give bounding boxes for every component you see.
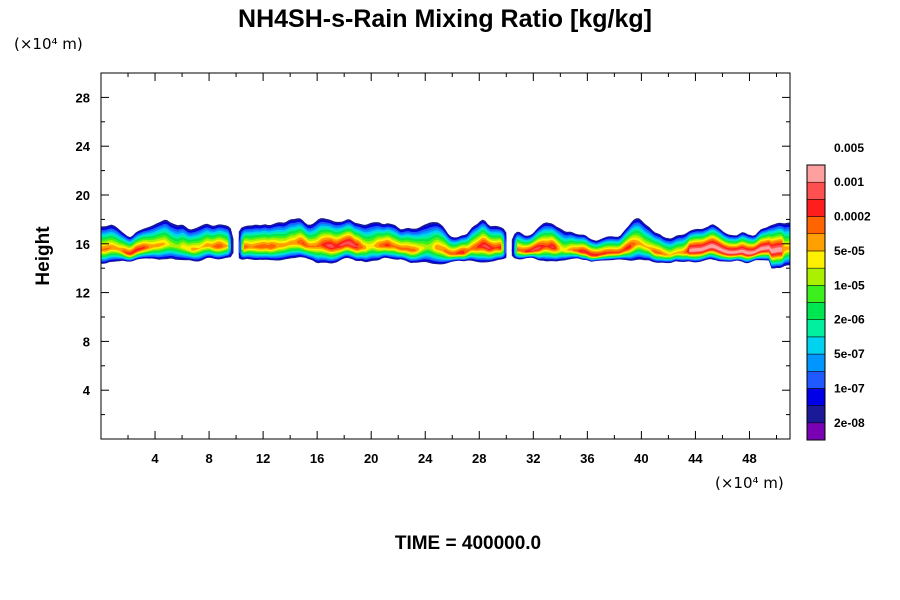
x-tick-label: 24: [418, 451, 433, 466]
colorbar-swatch: [806, 233, 826, 252]
colorbar-label: 0.001: [834, 175, 864, 189]
y-unit-label: (×10⁴ m): [14, 35, 83, 53]
colorbar-swatch: [806, 164, 826, 183]
cloud-layer: [101, 218, 790, 269]
x-tick-label: 8: [205, 451, 212, 466]
colorbar-swatch: [806, 336, 826, 355]
colorbar-swatch: [806, 319, 826, 338]
time-label: TIME = 400000.0: [395, 533, 541, 554]
colorbar-label: 0.0002: [834, 210, 871, 224]
contour-band: [244, 244, 276, 249]
contour-band: [212, 243, 223, 249]
x-tick-label: 36: [580, 451, 594, 466]
contour-band: [339, 241, 359, 248]
contour-band: [530, 247, 541, 251]
colorbar-label: 1e-07: [834, 381, 865, 395]
contour-band: [326, 244, 335, 248]
x-tick-label: 48: [742, 451, 756, 466]
x-tick-label: 12: [256, 451, 270, 466]
colorbar-swatch: [806, 302, 826, 320]
colorbar-swatch: [806, 422, 826, 441]
colorbar-swatch: [806, 405, 826, 424]
colorbar-swatch: [806, 371, 826, 389]
colorbar-swatch: [806, 216, 826, 234]
colorbar-frame: [806, 164, 826, 441]
contour-band: [101, 242, 165, 256]
contour-band: [689, 244, 783, 255]
y-axis-label: Height: [33, 226, 54, 286]
contour-band: [477, 242, 502, 251]
contour-band: [482, 244, 491, 249]
y-tick-label: 12: [76, 286, 90, 301]
y-tick-label: 8: [83, 334, 90, 349]
y-tick-label: 16: [76, 237, 90, 252]
contour-band: [456, 250, 465, 254]
colorbar-swatch: [806, 353, 826, 372]
x-tick-label: 20: [364, 451, 378, 466]
colorbar-swatch: [806, 267, 826, 286]
y-tick-label: 28: [76, 90, 90, 105]
contour-band: [384, 243, 390, 247]
x-unit-label: (×10⁴ m): [715, 474, 784, 492]
colorbar-label: 5e-05: [834, 244, 865, 258]
y-tick-label: 24: [76, 139, 91, 154]
colorbar-label: 1e-05: [834, 278, 865, 292]
contour-band: [551, 245, 555, 248]
chart-title: NH4SH-s-Rain Mixing Ratio [kg/kg]: [238, 5, 652, 33]
colorbar-label: 5e-07: [834, 347, 865, 361]
colorbar-swatch: [806, 250, 826, 269]
colorbar-swatch: [806, 181, 826, 200]
colorbar-label: 2e-08: [834, 416, 865, 430]
contour-band: [217, 246, 221, 247]
colorbar-label: 2e-06: [834, 313, 865, 327]
colorbar-swatch: [806, 388, 826, 406]
colorbar: 2e-08 1e-07 5e-07 2e-06 1e-05 5e-05 0.0002 0.00…: [806, 141, 871, 441]
x-tick-label: 28: [472, 451, 486, 466]
colorbar-swatch: [806, 285, 826, 303]
plot-frame: [100, 72, 791, 440]
contour-band: [101, 247, 112, 251]
x-tick-label: 40: [634, 451, 648, 466]
x-tick-label: 44: [688, 451, 703, 466]
contour-band: [578, 244, 631, 257]
contour-band: [379, 241, 417, 252]
colorbar-label: 0.005: [834, 141, 864, 155]
x-tick-label: 4: [151, 451, 159, 466]
contour-band: [652, 249, 663, 255]
y-tick-label: 20: [76, 188, 90, 203]
colorbar-swatch: [806, 199, 826, 217]
x-tick-label: 32: [526, 451, 540, 466]
x-tick-label: 16: [310, 451, 324, 466]
y-tick-label: 4: [83, 383, 91, 398]
contour-band: [302, 242, 306, 245]
contour-band: [124, 246, 147, 255]
